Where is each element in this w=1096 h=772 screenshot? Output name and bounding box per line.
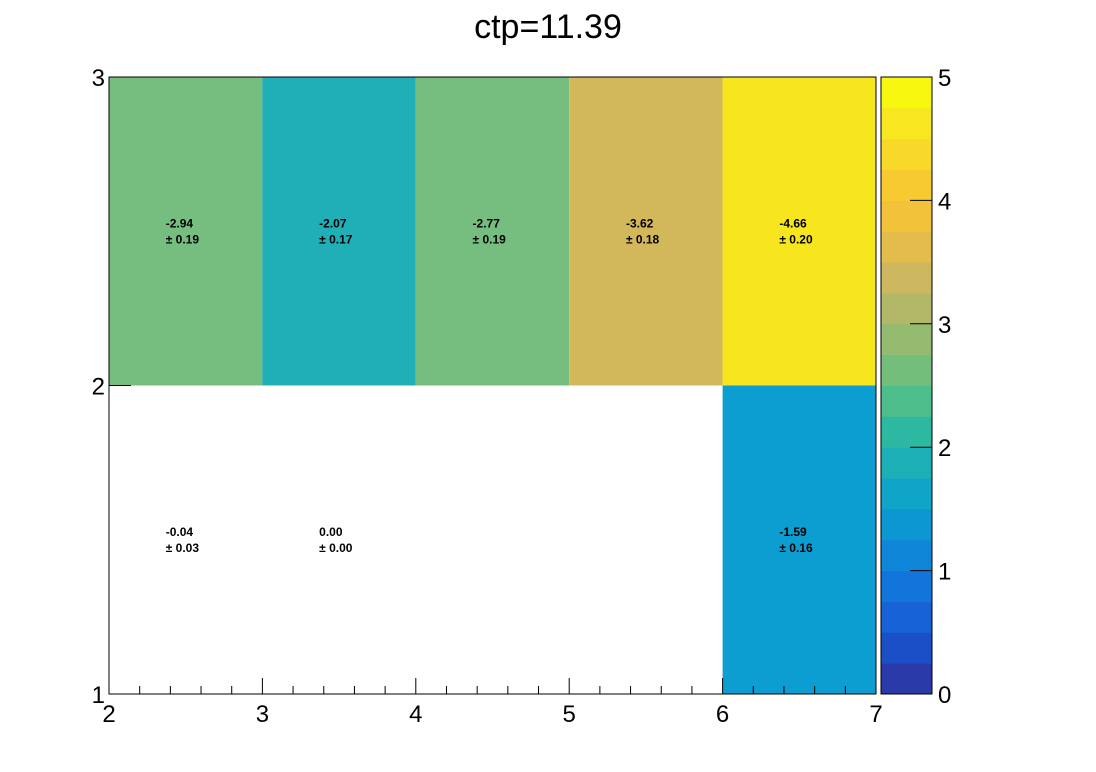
colorbar-segment — [881, 200, 932, 232]
colorbar-segment — [881, 663, 932, 695]
colorbar-segment — [881, 632, 932, 664]
heatmap-cell — [722, 385, 876, 694]
cell-error-label: ± 0.20 — [779, 232, 813, 246]
colorbar-tick-label: 2 — [938, 435, 951, 462]
colorbar-segment — [881, 169, 932, 201]
cell-error-label: ± 0.00 — [319, 541, 353, 555]
cell-value-label: -4.66 — [779, 216, 807, 230]
heatmap-cell — [415, 77, 570, 386]
colorbar-tick-label: 1 — [938, 559, 951, 586]
x-tick-label: 5 — [563, 701, 576, 728]
x-tick-label: 4 — [409, 701, 422, 728]
colorbar-segment — [881, 354, 932, 386]
colorbar-segment — [881, 508, 932, 541]
cell-error-label: ± 0.03 — [166, 541, 200, 555]
colorbar-segment — [881, 539, 932, 572]
chart-title: ctp=11.39 — [474, 8, 622, 46]
colorbar-segment — [881, 231, 932, 263]
x-axis: 2 3 4 5 6 7 — [102, 678, 883, 728]
cell-error-label: ± 0.19 — [166, 232, 200, 246]
cell-error-label: ± 0.18 — [626, 232, 660, 246]
colorbar-tick-label: 5 — [938, 65, 951, 92]
colorbar-segment — [881, 292, 932, 325]
y-axis: 1 2 3 — [92, 65, 131, 709]
colorbar: 0 1 2 3 4 5 — [880, 65, 951, 709]
cell-labels: -2.94 ± 0.19 -2.07 ± 0.17 -2.77 ± 0.19 -3.62 ± … — [166, 216, 813, 555]
colorbar-segment — [881, 323, 932, 356]
colorbar-frame — [880, 76, 933, 695]
heatmap-cell — [569, 77, 723, 386]
cell-value-label: -2.94 — [166, 216, 194, 230]
colorbar-segment — [881, 601, 932, 633]
colorbar-segment — [881, 262, 932, 294]
heatmap-cell — [262, 77, 416, 386]
colorbar-segment — [881, 447, 932, 479]
heatmap-cells — [109, 77, 876, 694]
x-tick-label: 6 — [716, 701, 729, 728]
cell-value-label: -0.04 — [166, 525, 194, 539]
cell-error-label: ± 0.17 — [319, 232, 353, 246]
colorbar-segment — [881, 478, 932, 510]
x-tick-label: 7 — [869, 701, 882, 728]
colorbar-tick-label: 4 — [938, 188, 951, 215]
colorbar-segment — [881, 138, 932, 171]
colorbar-segment — [881, 385, 932, 417]
cell-value-label: -2.07 — [319, 216, 347, 230]
y-tick-label: 1 — [92, 682, 105, 709]
x-tick-label: 3 — [256, 701, 269, 728]
colorbar-tick-label: 3 — [938, 312, 951, 339]
cell-value-label: -2.77 — [473, 216, 501, 230]
cell-value-label: -3.62 — [626, 216, 654, 230]
cell-value-label: 0.00 — [319, 525, 343, 539]
cell-value-label: -1.59 — [779, 525, 807, 539]
y-tick-label: 3 — [92, 65, 105, 92]
colorbar-segment — [881, 77, 932, 109]
x-tick-label: 2 — [102, 701, 115, 728]
colorbar-tick-label: 0 — [938, 682, 951, 709]
colorbar-segment — [881, 107, 932, 140]
colorbar-segment — [881, 416, 932, 448]
cell-error-label: ± 0.16 — [779, 541, 813, 555]
colorbar-segment — [881, 570, 932, 602]
y-tick-label: 2 — [92, 374, 105, 401]
cell-error-label: ± 0.19 — [473, 232, 507, 246]
heatmap-cell — [109, 77, 263, 386]
heatmap-cell — [722, 77, 876, 386]
